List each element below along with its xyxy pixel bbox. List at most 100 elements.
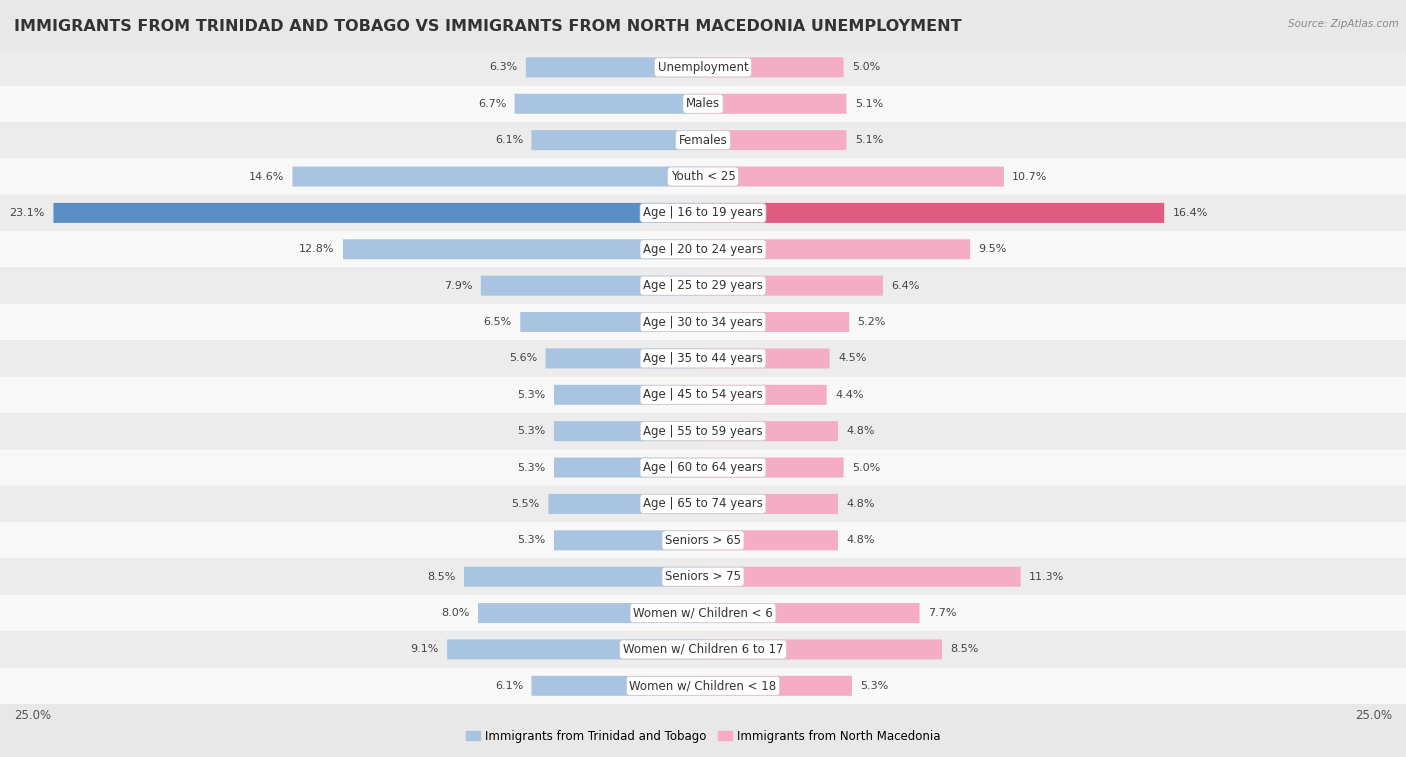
FancyBboxPatch shape — [0, 195, 1406, 231]
Text: Unemployment: Unemployment — [658, 61, 748, 74]
Text: 25.0%: 25.0% — [1355, 709, 1392, 722]
Text: Age | 55 to 59 years: Age | 55 to 59 years — [643, 425, 763, 438]
Text: 6.3%: 6.3% — [489, 62, 517, 73]
Text: 4.4%: 4.4% — [835, 390, 863, 400]
FancyBboxPatch shape — [546, 348, 703, 369]
Text: 5.6%: 5.6% — [509, 354, 537, 363]
Text: IMMIGRANTS FROM TRINIDAD AND TOBAGO VS IMMIGRANTS FROM NORTH MACEDONIA UNEMPLOYM: IMMIGRANTS FROM TRINIDAD AND TOBAGO VS I… — [14, 19, 962, 34]
FancyBboxPatch shape — [481, 276, 703, 296]
FancyBboxPatch shape — [0, 304, 1406, 340]
Text: Age | 35 to 44 years: Age | 35 to 44 years — [643, 352, 763, 365]
FancyBboxPatch shape — [554, 421, 703, 441]
Text: 11.3%: 11.3% — [1029, 572, 1064, 581]
Text: 5.1%: 5.1% — [855, 136, 883, 145]
Text: Females: Females — [679, 134, 727, 147]
FancyBboxPatch shape — [554, 531, 703, 550]
Text: 12.8%: 12.8% — [299, 245, 335, 254]
FancyBboxPatch shape — [0, 413, 1406, 450]
FancyBboxPatch shape — [703, 567, 1021, 587]
FancyBboxPatch shape — [703, 348, 830, 369]
Text: 9.1%: 9.1% — [411, 644, 439, 655]
Text: 6.5%: 6.5% — [484, 317, 512, 327]
Text: 23.1%: 23.1% — [10, 208, 45, 218]
FancyBboxPatch shape — [0, 450, 1406, 486]
Text: 5.3%: 5.3% — [860, 681, 889, 691]
Text: 8.0%: 8.0% — [441, 608, 470, 618]
FancyBboxPatch shape — [526, 58, 703, 77]
FancyBboxPatch shape — [548, 494, 703, 514]
FancyBboxPatch shape — [0, 486, 1406, 522]
Text: 8.5%: 8.5% — [427, 572, 456, 581]
Text: Males: Males — [686, 97, 720, 111]
FancyBboxPatch shape — [531, 130, 703, 150]
Text: 5.2%: 5.2% — [858, 317, 886, 327]
FancyBboxPatch shape — [0, 49, 1406, 86]
FancyBboxPatch shape — [520, 312, 703, 332]
Text: Seniors > 65: Seniors > 65 — [665, 534, 741, 547]
Text: Source: ZipAtlas.com: Source: ZipAtlas.com — [1288, 19, 1399, 29]
Text: 16.4%: 16.4% — [1173, 208, 1208, 218]
Text: Age | 65 to 74 years: Age | 65 to 74 years — [643, 497, 763, 510]
FancyBboxPatch shape — [554, 385, 703, 405]
FancyBboxPatch shape — [703, 203, 1164, 223]
FancyBboxPatch shape — [703, 603, 920, 623]
Text: 4.8%: 4.8% — [846, 499, 875, 509]
FancyBboxPatch shape — [447, 640, 703, 659]
Text: Women w/ Children < 6: Women w/ Children < 6 — [633, 606, 773, 619]
FancyBboxPatch shape — [53, 203, 703, 223]
FancyBboxPatch shape — [0, 668, 1406, 704]
Text: 4.5%: 4.5% — [838, 354, 866, 363]
FancyBboxPatch shape — [478, 603, 703, 623]
FancyBboxPatch shape — [464, 567, 703, 587]
FancyBboxPatch shape — [0, 559, 1406, 595]
FancyBboxPatch shape — [0, 522, 1406, 559]
Text: Age | 30 to 34 years: Age | 30 to 34 years — [643, 316, 763, 329]
FancyBboxPatch shape — [0, 340, 1406, 377]
Text: 5.3%: 5.3% — [517, 535, 546, 545]
Text: 5.5%: 5.5% — [512, 499, 540, 509]
Text: Women w/ Children < 18: Women w/ Children < 18 — [630, 679, 776, 693]
FancyBboxPatch shape — [0, 231, 1406, 267]
Text: 5.3%: 5.3% — [517, 390, 546, 400]
Text: Seniors > 75: Seniors > 75 — [665, 570, 741, 583]
Text: 25.0%: 25.0% — [14, 709, 51, 722]
FancyBboxPatch shape — [703, 676, 852, 696]
Text: Youth < 25: Youth < 25 — [671, 170, 735, 183]
Text: Age | 60 to 64 years: Age | 60 to 64 years — [643, 461, 763, 474]
Text: Age | 20 to 24 years: Age | 20 to 24 years — [643, 243, 763, 256]
Text: 9.5%: 9.5% — [979, 245, 1007, 254]
Text: 4.8%: 4.8% — [846, 535, 875, 545]
FancyBboxPatch shape — [0, 377, 1406, 413]
Text: 6.1%: 6.1% — [495, 136, 523, 145]
FancyBboxPatch shape — [703, 385, 827, 405]
FancyBboxPatch shape — [703, 239, 970, 260]
Text: Age | 45 to 54 years: Age | 45 to 54 years — [643, 388, 763, 401]
FancyBboxPatch shape — [0, 158, 1406, 195]
FancyBboxPatch shape — [703, 167, 1004, 186]
Text: 5.3%: 5.3% — [517, 426, 546, 436]
Legend: Immigrants from Trinidad and Tobago, Immigrants from North Macedonia: Immigrants from Trinidad and Tobago, Imm… — [461, 725, 945, 747]
FancyBboxPatch shape — [703, 531, 838, 550]
Text: Women w/ Children 6 to 17: Women w/ Children 6 to 17 — [623, 643, 783, 656]
Text: 6.1%: 6.1% — [495, 681, 523, 691]
Text: 10.7%: 10.7% — [1012, 172, 1047, 182]
FancyBboxPatch shape — [703, 130, 846, 150]
Text: 5.0%: 5.0% — [852, 463, 880, 472]
FancyBboxPatch shape — [554, 457, 703, 478]
FancyBboxPatch shape — [0, 631, 1406, 668]
FancyBboxPatch shape — [703, 94, 846, 114]
FancyBboxPatch shape — [0, 122, 1406, 158]
FancyBboxPatch shape — [343, 239, 703, 260]
Text: 6.4%: 6.4% — [891, 281, 920, 291]
Text: Age | 16 to 19 years: Age | 16 to 19 years — [643, 207, 763, 220]
FancyBboxPatch shape — [292, 167, 703, 186]
FancyBboxPatch shape — [515, 94, 703, 114]
Text: 5.3%: 5.3% — [517, 463, 546, 472]
Text: 7.7%: 7.7% — [928, 608, 956, 618]
FancyBboxPatch shape — [703, 421, 838, 441]
FancyBboxPatch shape — [703, 457, 844, 478]
FancyBboxPatch shape — [531, 676, 703, 696]
Text: 7.9%: 7.9% — [444, 281, 472, 291]
Text: 6.7%: 6.7% — [478, 98, 506, 109]
FancyBboxPatch shape — [703, 494, 838, 514]
